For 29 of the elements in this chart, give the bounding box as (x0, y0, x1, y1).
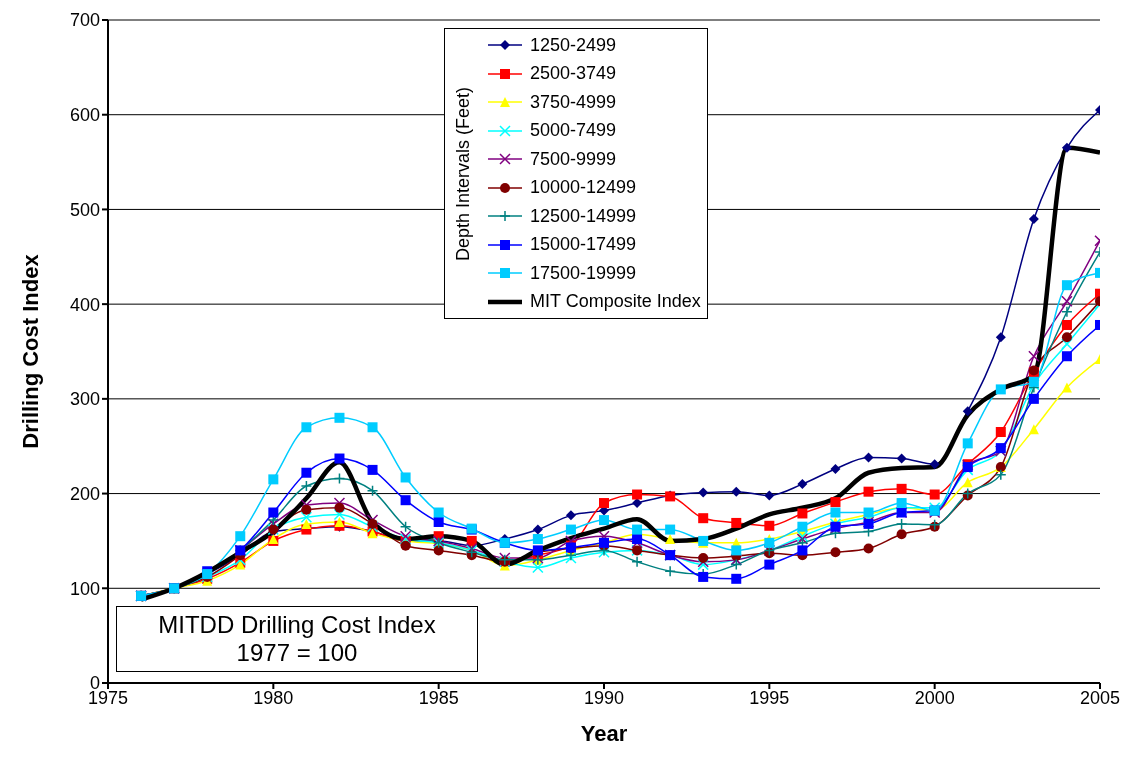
x-tick-label: 1990 (583, 687, 625, 708)
x-tick-label: 2000 (914, 687, 955, 708)
legend-label: 7500-9999 (530, 148, 617, 170)
x-tick-label: 1995 (749, 687, 790, 708)
y-tick-label: 600 (69, 105, 100, 126)
y-tick-label: 100 (69, 578, 100, 599)
legend-label: 12500-14999 (530, 205, 637, 227)
annotation: MITDD Drilling Cost Index (157, 611, 437, 639)
legend-label: MIT Composite Index (530, 291, 701, 313)
legend-label: 1250-2499 (530, 34, 617, 56)
legend-label: 17500-19999 (530, 262, 637, 284)
x-axis-title: Year (580, 721, 628, 746)
legend-label: 15000-17499 (530, 234, 637, 256)
y-axis-title: Drilling Cost Index (17, 253, 43, 449)
legend-label: 5000-7499 (530, 120, 617, 142)
y-tick-label: 700 (69, 10, 100, 31)
y-tick-label: 400 (69, 294, 100, 315)
text-box: MITDD Drilling Cost Index 1977 = 100 (116, 606, 478, 672)
legend-label: 10000-12499 (530, 177, 637, 199)
x-tick-label: 1980 (253, 687, 294, 708)
legend-label: 2500-3749 (530, 63, 617, 85)
legend-label: 3750-4999 (530, 91, 617, 113)
x-tick-label: 1985 (418, 687, 459, 708)
y-tick-label: 200 (69, 483, 100, 504)
legend-title: Depth Intervals (Feet) (452, 85, 474, 263)
annotation: 1977 = 100 (235, 639, 359, 667)
x-tick-label: 2005 (1079, 687, 1121, 708)
y-tick-label: 300 (69, 389, 100, 410)
y-tick-label: 500 (69, 199, 100, 220)
